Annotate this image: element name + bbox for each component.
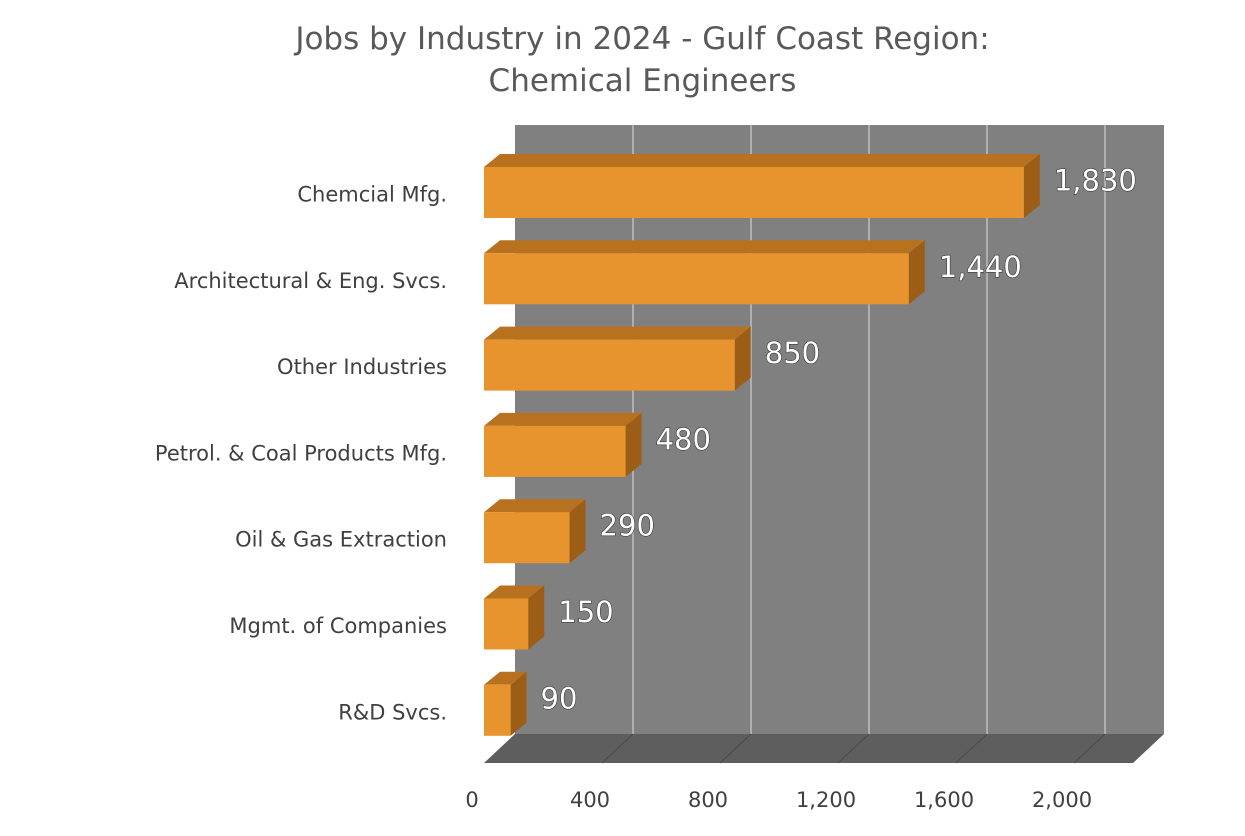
- bar-front-face: [484, 684, 511, 736]
- bar-side-face: [734, 326, 751, 391]
- data-label: 1,440: [939, 250, 1022, 284]
- category-label: Oil & Gas Extraction: [235, 528, 447, 552]
- floor-gridline: [837, 733, 870, 764]
- bar: [484, 412, 642, 477]
- category-label: Mgmt. of Companies: [229, 614, 447, 638]
- floor-gridline: [955, 733, 988, 764]
- bar-front-face: [484, 253, 909, 305]
- category-labels: Chemcial Mfg. Architectural & Eng. Svcs. O…: [155, 183, 447, 725]
- bar: [484, 240, 925, 305]
- x-tick-label: 400: [570, 788, 610, 812]
- chart-floor: [484, 734, 1164, 763]
- bar: [484, 499, 586, 564]
- chart-title-line-1: Jobs by Industry in 2024 - Gulf Coast Re…: [295, 21, 990, 57]
- category-label: Chemcial Mfg.: [297, 183, 447, 207]
- category-label: R&D Svcs.: [338, 700, 447, 724]
- bar-side-face: [510, 671, 527, 736]
- category-label: Other Industries: [277, 355, 447, 379]
- x-tick-label: 1,600: [914, 788, 974, 812]
- chart-title-line-2: Chemical Engineers: [488, 63, 797, 99]
- x-tick-label: 1,200: [796, 788, 856, 812]
- bar-top-face: [484, 585, 545, 599]
- x-tick-label: 0: [465, 788, 478, 812]
- bars: [484, 154, 1040, 736]
- bar: [484, 154, 1040, 218]
- x-axis-tick-labels: 0 400 800 1,200 1,600 2,000: [465, 788, 1092, 812]
- bar: [484, 671, 527, 736]
- data-label: 850: [765, 336, 820, 370]
- bar: [484, 585, 545, 650]
- bar-front-face: [484, 425, 626, 477]
- bar-side-face: [908, 240, 925, 305]
- bar-front-face: [484, 598, 529, 650]
- bar-top-face: [484, 240, 925, 254]
- data-label: 1,830: [1054, 164, 1137, 198]
- gridlines: [601, 125, 1106, 764]
- data-label: 290: [600, 509, 655, 543]
- bar-top-face: [484, 154, 1040, 167]
- bar-front-face: [484, 512, 570, 564]
- data-label: 150: [558, 595, 613, 629]
- bar-side-face: [1023, 154, 1040, 218]
- category-label: Petrol. & Coal Products Mfg.: [155, 441, 447, 465]
- bar-top-face: [484, 412, 642, 426]
- bar-top-face: [484, 671, 527, 685]
- bar-front-face: [484, 167, 1024, 218]
- bar-side-face: [528, 585, 545, 650]
- floor-gridline: [1073, 733, 1106, 764]
- bar-top-face: [484, 499, 586, 513]
- bar-top-face: [484, 326, 751, 340]
- chart-title: Jobs by Industry in 2024 - Gulf Coast Re…: [0, 18, 1245, 102]
- bar: [484, 326, 751, 391]
- bar-side-face: [569, 499, 586, 564]
- category-label: Architectural & Eng. Svcs.: [174, 269, 447, 293]
- bar-side-face: [625, 412, 642, 477]
- x-tick-label: 800: [688, 788, 728, 812]
- x-tick-label: 2,000: [1032, 788, 1092, 812]
- data-labels: 1,830 1,440 850 480 290 150 90: [540, 163, 1138, 716]
- floor-gridline: [719, 733, 752, 764]
- data-label: 480: [656, 422, 711, 456]
- bar-front-face: [484, 339, 735, 391]
- data-label: 90: [541, 681, 578, 715]
- floor-gridline: [601, 733, 634, 764]
